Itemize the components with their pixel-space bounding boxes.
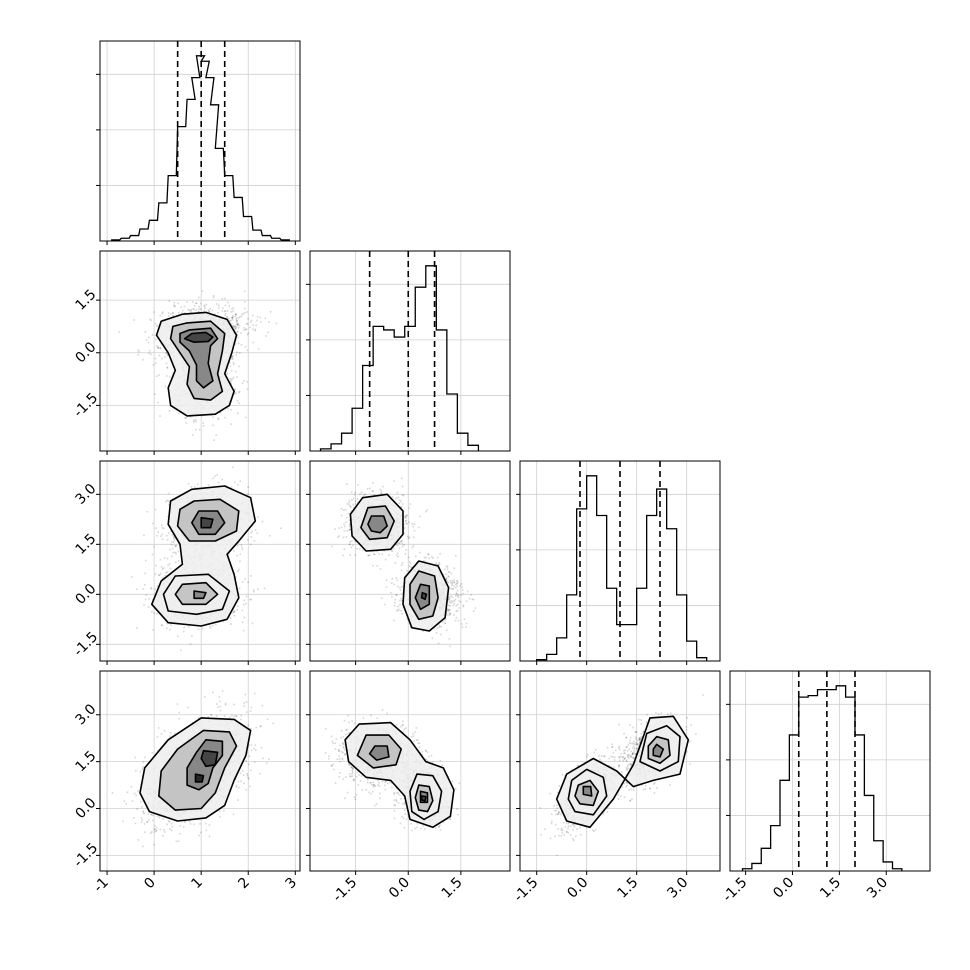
panel-plot-area bbox=[310, 461, 510, 661]
panel-0-0 bbox=[96, 40, 301, 245]
y-tick-label: 1.5 bbox=[72, 287, 99, 314]
y-tick-label: 3.0 bbox=[72, 481, 99, 508]
contour-level bbox=[179, 327, 219, 389]
y-tick-label: 1.5 bbox=[72, 531, 99, 558]
y-tick-label: 0.0 bbox=[72, 581, 99, 608]
panel-plot-area bbox=[310, 251, 510, 451]
x-tick-label: -1.5 bbox=[330, 875, 361, 906]
x-tick-label: 2 bbox=[235, 875, 253, 893]
contour-level bbox=[420, 795, 427, 802]
contour-level bbox=[367, 515, 388, 534]
panel-frame bbox=[99, 460, 301, 662]
histogram-step bbox=[536, 475, 708, 661]
y-tick-label: -1.5 bbox=[71, 390, 102, 421]
panel-2-0 bbox=[96, 460, 301, 665]
panel-plot-area bbox=[520, 461, 720, 661]
panel-plot-area bbox=[100, 671, 300, 871]
panel-2-1 bbox=[306, 460, 511, 665]
contour-level bbox=[183, 331, 214, 343]
panel-frame bbox=[729, 670, 931, 872]
contour-level bbox=[652, 743, 665, 758]
x-tick-label: -1 bbox=[91, 875, 112, 896]
panel-3-0 bbox=[96, 670, 301, 875]
contour-level bbox=[420, 591, 428, 601]
x-tick-label: 1.5 bbox=[817, 875, 844, 902]
y-tick-label: -1.5 bbox=[71, 629, 102, 660]
x-tick-label: 1 bbox=[188, 875, 206, 893]
panel-frame bbox=[309, 670, 511, 872]
panel-plot-area bbox=[100, 41, 300, 241]
y-tick-label: 0.0 bbox=[72, 339, 99, 366]
panel-2-2 bbox=[516, 460, 721, 665]
panel-frame bbox=[519, 670, 721, 872]
y-tick-label: 1.5 bbox=[72, 748, 99, 775]
panel-3-3 bbox=[726, 670, 931, 875]
panel-frame bbox=[309, 250, 511, 452]
panel-plot-area bbox=[730, 671, 930, 871]
contour-level bbox=[368, 745, 390, 761]
panel-3-2 bbox=[516, 670, 721, 875]
x-tick-label: 0.0 bbox=[564, 875, 591, 902]
panel-1-0 bbox=[96, 250, 301, 455]
sample-points bbox=[331, 477, 477, 648]
x-tick-label: 3.0 bbox=[664, 875, 691, 902]
panel-frame bbox=[309, 460, 511, 662]
contour-level bbox=[193, 590, 207, 600]
panel-3-1 bbox=[306, 670, 511, 875]
contour-level bbox=[582, 785, 593, 797]
histogram-step bbox=[319, 265, 480, 451]
y-tick-label: 0.0 bbox=[72, 795, 99, 822]
panel-frame bbox=[519, 460, 721, 662]
x-tick-label: 0.0 bbox=[386, 875, 413, 902]
histogram-step bbox=[741, 685, 903, 871]
panel-plot-area bbox=[100, 461, 300, 661]
histogram-step bbox=[111, 55, 290, 241]
y-tick-label: 3.0 bbox=[72, 701, 99, 728]
contour-level bbox=[200, 516, 214, 529]
panel-frame bbox=[99, 670, 301, 872]
contour-level bbox=[200, 749, 219, 768]
x-tick-label: 3.0 bbox=[864, 875, 891, 902]
panel-frame bbox=[99, 40, 301, 242]
panel-plot-area bbox=[310, 671, 510, 871]
x-tick-label: 0 bbox=[141, 875, 159, 893]
x-tick-label: -1.5 bbox=[720, 875, 751, 906]
panel-plot-area bbox=[100, 251, 300, 451]
x-tick-label: 1.5 bbox=[439, 875, 466, 902]
y-tick-label: -1.5 bbox=[71, 840, 102, 871]
panel-plot-area bbox=[520, 671, 720, 871]
x-tick-label: 0.0 bbox=[770, 875, 797, 902]
panel-1-1 bbox=[306, 250, 511, 455]
x-tick-label: -1.5 bbox=[511, 875, 542, 906]
contour-level bbox=[194, 773, 205, 783]
x-tick-label: 3 bbox=[283, 875, 301, 893]
x-tick-label: 1.5 bbox=[614, 875, 641, 902]
panel-frame bbox=[99, 250, 301, 452]
